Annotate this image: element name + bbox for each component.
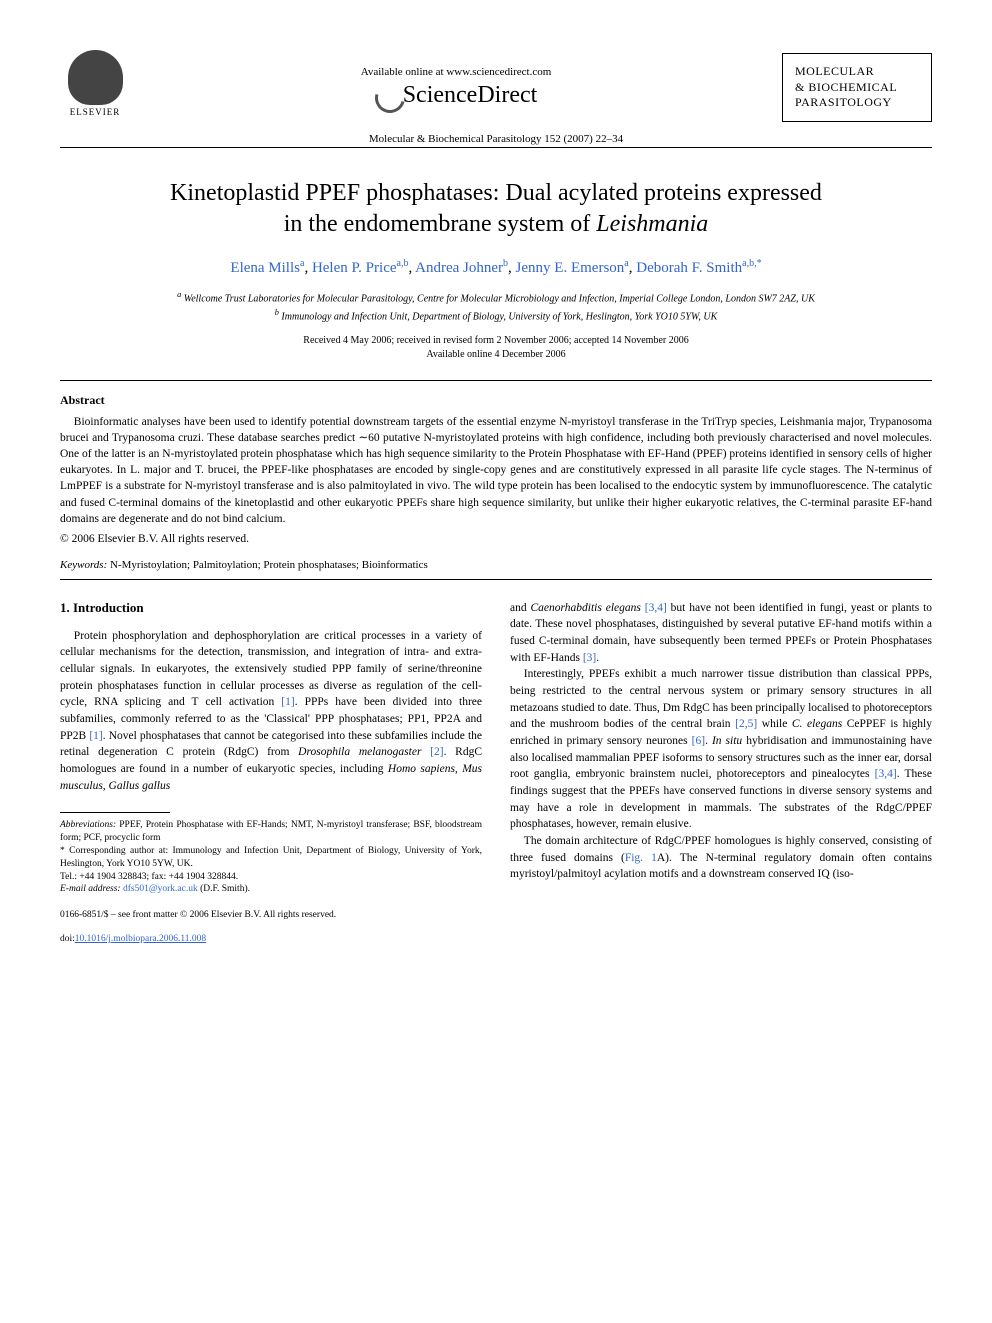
author-link[interactable]: Andrea Johner <box>415 260 503 276</box>
body-paragraph: and Caenorhabditis elegans [3,4] but hav… <box>510 600 932 667</box>
journal-box-line3: PARASITOLOGY <box>795 95 919 111</box>
header-rule <box>60 147 932 148</box>
keywords-text: N-Myristoylation; Palmitoylation; Protei… <box>107 559 428 571</box>
elsevier-tree-icon <box>68 50 123 105</box>
keywords-label: Keywords: <box>60 559 107 571</box>
affil-sup: b <box>503 258 508 269</box>
available-online-text: Available online at www.sciencedirect.co… <box>130 66 782 78</box>
title-line1: Kinetoplastid PPEF phosphatases: Dual ac… <box>170 180 822 206</box>
dates-line2: Available online 4 December 2006 <box>426 349 565 360</box>
body-columns: 1. Introduction Protein phosphorylation … <box>60 600 932 897</box>
keywords: Keywords: N-Myristoylation; Palmitoylati… <box>60 559 932 571</box>
affil-sup: a <box>624 258 628 269</box>
elsevier-logo: ELSEVIER <box>60 50 130 125</box>
intro-heading: 1. Introduction <box>60 600 482 616</box>
email-link[interactable]: dfs501@york.ac.uk <box>123 884 198 894</box>
abstract-text: Bioinformatic analyses have been used to… <box>60 414 932 527</box>
abstract-heading: Abstract <box>60 393 932 408</box>
ref-link[interactable]: [3,4] <box>645 602 667 614</box>
affil-sup: a,b <box>397 258 409 269</box>
affiliations: a Wellcome Trust Laboratories for Molecu… <box>60 289 932 324</box>
footer-copyright: 0166-6851/$ – see front matter © 2006 El… <box>60 910 932 920</box>
ref-link[interactable]: [3,4] <box>875 768 897 780</box>
abstract-bottom-rule <box>60 579 932 580</box>
ref-link[interactable]: [2] <box>430 746 443 758</box>
affil-sup: a,b,* <box>742 258 761 269</box>
title-line2: in the endomembrane system of <box>284 211 597 237</box>
body-paragraph: The domain architecture of RdgC/PPEF hom… <box>510 833 932 883</box>
title-line2-italic: Leishmania <box>596 211 708 237</box>
publisher-label: ELSEVIER <box>70 107 121 117</box>
journal-title-box: MOLECULAR & BIOCHEMICAL PARASITOLOGY <box>782 53 932 122</box>
figure-link[interactable]: Fig. 1 <box>625 852 657 864</box>
article-title: Kinetoplastid PPEF phosphatases: Dual ac… <box>100 178 892 240</box>
body-paragraph: Protein phosphorylation and dephosphoryl… <box>60 628 482 795</box>
email-label: E-mail address: <box>60 884 121 894</box>
ref-link[interactable]: [6] <box>692 735 705 747</box>
affiliation-a: Wellcome Trust Laboratories for Molecula… <box>184 294 815 305</box>
tel-footnote: Tel.: +44 1904 328843; fax: +44 1904 328… <box>60 871 482 884</box>
abbrev-text: PPEF, Protein Phosphatase with EF-Hands;… <box>60 820 482 843</box>
author-list: Elena Millsa, Helen P. Pricea,b, Andrea … <box>60 258 932 277</box>
right-column: and Caenorhabditis elegans [3,4] but hav… <box>510 600 932 897</box>
copyright-line: © 2006 Elsevier B.V. All rights reserved… <box>60 533 932 545</box>
left-column: 1. Introduction Protein phosphorylation … <box>60 600 482 897</box>
author-link[interactable]: Helen P. Price <box>312 260 397 276</box>
article-dates: Received 4 May 2006; received in revised… <box>60 334 932 362</box>
sciencedirect-logo: ScienceDirect <box>130 82 782 109</box>
corresponding-footnote: * Corresponding author at: Immunology an… <box>60 845 482 871</box>
affiliation-b: Immunology and Infection Unit, Departmen… <box>281 311 717 322</box>
journal-box-line2: & BIOCHEMICAL <box>795 80 919 96</box>
body-paragraph: Interestingly, PPEFs exhibit a much narr… <box>510 666 932 833</box>
abstract-top-rule <box>60 380 932 381</box>
citation-line: Molecular & Biochemical Parasitology 152… <box>60 133 932 145</box>
journal-header: ELSEVIER Available online at www.science… <box>60 50 932 125</box>
doi-label: doi: <box>60 934 75 944</box>
corresp-text: Corresponding author at: Immunology and … <box>60 846 482 869</box>
author-link[interactable]: Elena Mills <box>230 260 300 276</box>
footnote-separator <box>60 812 170 813</box>
center-header: Available online at www.sciencedirect.co… <box>130 66 782 109</box>
dates-line1: Received 4 May 2006; received in revised… <box>303 335 688 346</box>
email-person: (D.F. Smith). <box>198 884 250 894</box>
author-link[interactable]: Deborah F. Smith <box>636 260 742 276</box>
affil-sup: a <box>300 258 304 269</box>
abbreviations-footnote: Abbreviations: PPEF, Protein Phosphatase… <box>60 819 482 845</box>
ref-link[interactable]: [1] <box>89 730 102 742</box>
email-footnote: E-mail address: dfs501@york.ac.uk (D.F. … <box>60 883 482 896</box>
doi-link[interactable]: 10.1016/j.molbiopara.2006.11.008 <box>75 934 206 944</box>
ref-link[interactable]: [3] <box>583 652 596 664</box>
author-link[interactable]: Jenny E. Emerson <box>516 260 625 276</box>
journal-box-line1: MOLECULAR <box>795 64 919 80</box>
sciencedirect-text: ScienceDirect <box>403 82 538 108</box>
sciencedirect-swoosh-icon <box>375 85 403 107</box>
abbrev-label: Abbreviations: <box>60 820 116 830</box>
footer-doi: doi:10.1016/j.molbiopara.2006.11.008 <box>60 934 932 944</box>
ref-link[interactable]: [2,5] <box>735 718 757 730</box>
ref-link[interactable]: [1] <box>281 696 294 708</box>
